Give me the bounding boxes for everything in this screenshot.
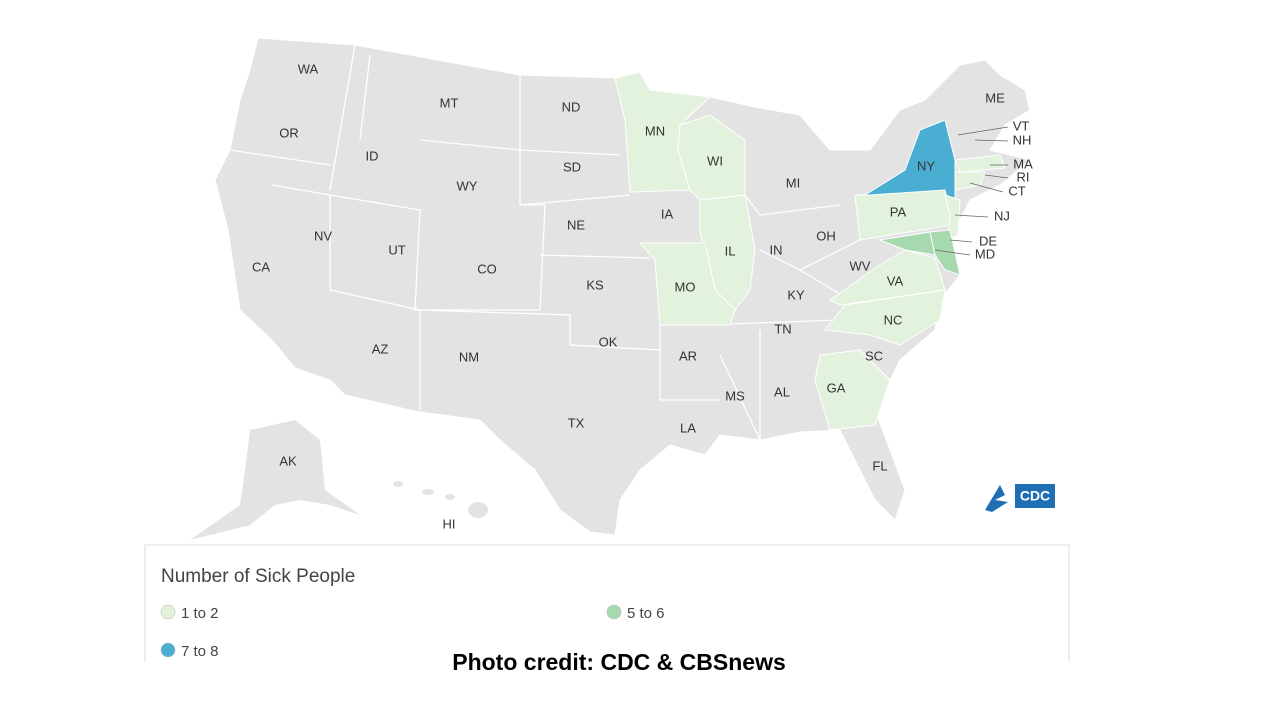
state-shape	[944, 194, 961, 241]
state-shape	[824, 289, 946, 346]
state-label: FL	[872, 458, 887, 473]
legend-label: 7 to 8	[181, 643, 219, 660]
state-label: KS	[586, 277, 604, 292]
state-label: OH	[816, 228, 836, 243]
state-shape	[929, 229, 961, 276]
state-label: ME	[985, 90, 1005, 105]
state-label: WA	[298, 61, 319, 76]
state-label: CA	[252, 259, 270, 274]
state-label: RI	[1017, 169, 1030, 184]
state-label: MT	[440, 95, 459, 110]
alaska	[190, 420, 360, 540]
legend-swatch	[160, 642, 176, 658]
state-label: AZ	[372, 341, 389, 356]
state-label: VA	[887, 273, 904, 288]
state-shape	[829, 249, 946, 306]
state-label: MS	[725, 388, 745, 403]
photo-credit: Photo credit: CDC & CBSnews	[452, 649, 786, 675]
state-label: NJ	[994, 208, 1010, 223]
state-label: IN	[770, 242, 783, 257]
state-labels: WA OR CA NV ID MT WY UT CO AZ NM ND SD NE KS OK TX MN IA MO…	[252, 61, 1033, 531]
highlighted-states	[614, 71, 1006, 431]
state-label: NV	[314, 228, 332, 243]
state-label: HI	[443, 516, 456, 531]
legend-swatch	[160, 604, 176, 620]
state-label: AR	[679, 348, 697, 363]
state-label: MO	[675, 279, 696, 294]
state-label: NE	[567, 217, 585, 232]
state-label: OK	[599, 334, 618, 349]
state-label: NC	[884, 312, 903, 327]
legend-swatch	[606, 604, 622, 620]
state-label: UT	[388, 242, 405, 257]
state-label: TN	[774, 321, 791, 336]
state-label: MD	[975, 246, 995, 261]
state-label: VT	[1013, 118, 1030, 133]
legend-label: 1 to 2	[181, 605, 219, 622]
state-label: ND	[562, 99, 581, 114]
legend: 1 to 2 5 to 6 7 to 8	[160, 604, 665, 660]
cdc-logo: CDC	[985, 484, 1055, 512]
state-shape	[954, 171, 986, 191]
state-label: LA	[680, 420, 696, 435]
state-label: AL	[774, 384, 790, 399]
hawaii	[393, 481, 488, 518]
state-shape	[954, 154, 1006, 173]
state-label: WI	[707, 153, 723, 168]
state-label: MA	[1013, 156, 1033, 171]
legend-label: 5 to 6	[627, 605, 665, 622]
credit-band	[0, 662, 1280, 720]
state-label: IA	[661, 206, 674, 221]
state-label: SD	[563, 159, 581, 174]
state-label: KY	[787, 287, 805, 302]
state-label: WV	[850, 258, 871, 273]
state-label: NM	[459, 349, 479, 364]
state-label: SC	[865, 348, 883, 363]
state-label: CT	[1008, 183, 1025, 198]
state-label: OR	[279, 125, 299, 140]
state-label: MI	[786, 175, 800, 190]
state-shape	[638, 242, 736, 326]
leader-lines	[934, 126, 1009, 256]
state-label: NH	[1013, 132, 1032, 147]
state-label: DE	[979, 233, 997, 248]
state-label: NY	[917, 158, 935, 173]
state-shape	[814, 349, 891, 431]
state-label: GA	[827, 380, 846, 395]
state-label: PA	[890, 204, 907, 219]
logo-text: CDC	[1020, 488, 1050, 504]
state-label: TX	[568, 415, 585, 430]
state-label: AK	[279, 453, 297, 468]
state-label: WY	[457, 178, 478, 193]
state-label: MN	[645, 123, 665, 138]
legend-title: Number of Sick People	[161, 566, 355, 587]
state-borders	[229, 44, 861, 441]
state-label: CO	[477, 261, 497, 276]
state-label: ID	[366, 148, 379, 163]
state-label: IL	[725, 243, 736, 258]
